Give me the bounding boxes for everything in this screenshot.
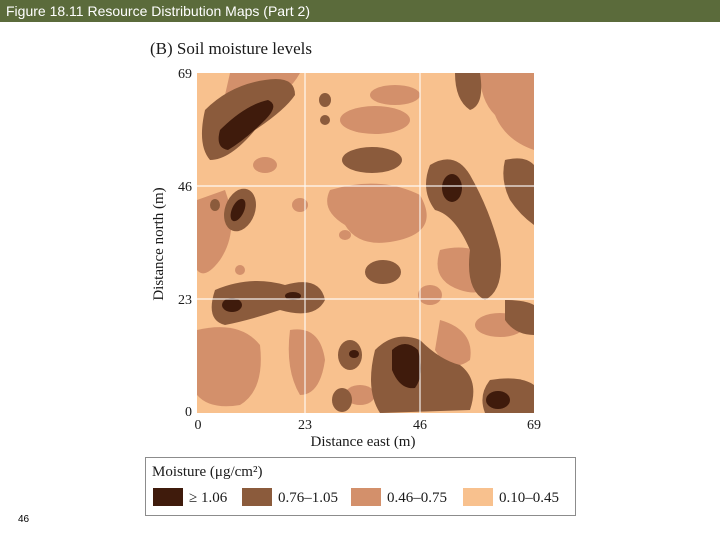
y-tick-label: 69 [178,67,192,82]
legend-swatch [242,488,272,506]
x-tick-label: 23 [298,418,312,433]
figure-title: (B) Soil moisture levels [150,39,312,58]
y-tick-label: 46 [178,180,192,195]
legend: Moisture (μg/cm²) ≥ 1.06 0.76–1.05 0.46–… [145,457,576,516]
legend-label: 0.76–1.05 [278,490,338,506]
x-axis-label: Distance east (m) [311,434,416,450]
legend-label: 0.10–0.45 [499,490,559,506]
legend-swatch [153,488,183,506]
moisture-map [197,73,534,413]
y-tick-label: 0 [185,405,192,420]
y-tick-label: 23 [178,293,192,308]
header-title: Figure 18.11 Resource Distribution Maps … [0,0,720,22]
legend-label: 0.46–0.75 [387,490,447,506]
legend-label: ≥ 1.06 [189,490,228,506]
legend-title: Moisture (μg/cm²) [152,464,262,480]
x-tick-label: 46 [413,418,427,433]
legend-swatch [463,488,493,506]
x-tick-label: 0 [195,418,202,433]
legend-swatch [351,488,381,506]
y-ticks: 0 23 46 69 [178,67,192,420]
page-number: 46 [18,514,30,525]
x-tick-label: 69 [527,418,541,433]
y-axis-label: Distance north (m) [151,187,167,300]
x-ticks: 0 23 46 69 [195,418,542,433]
